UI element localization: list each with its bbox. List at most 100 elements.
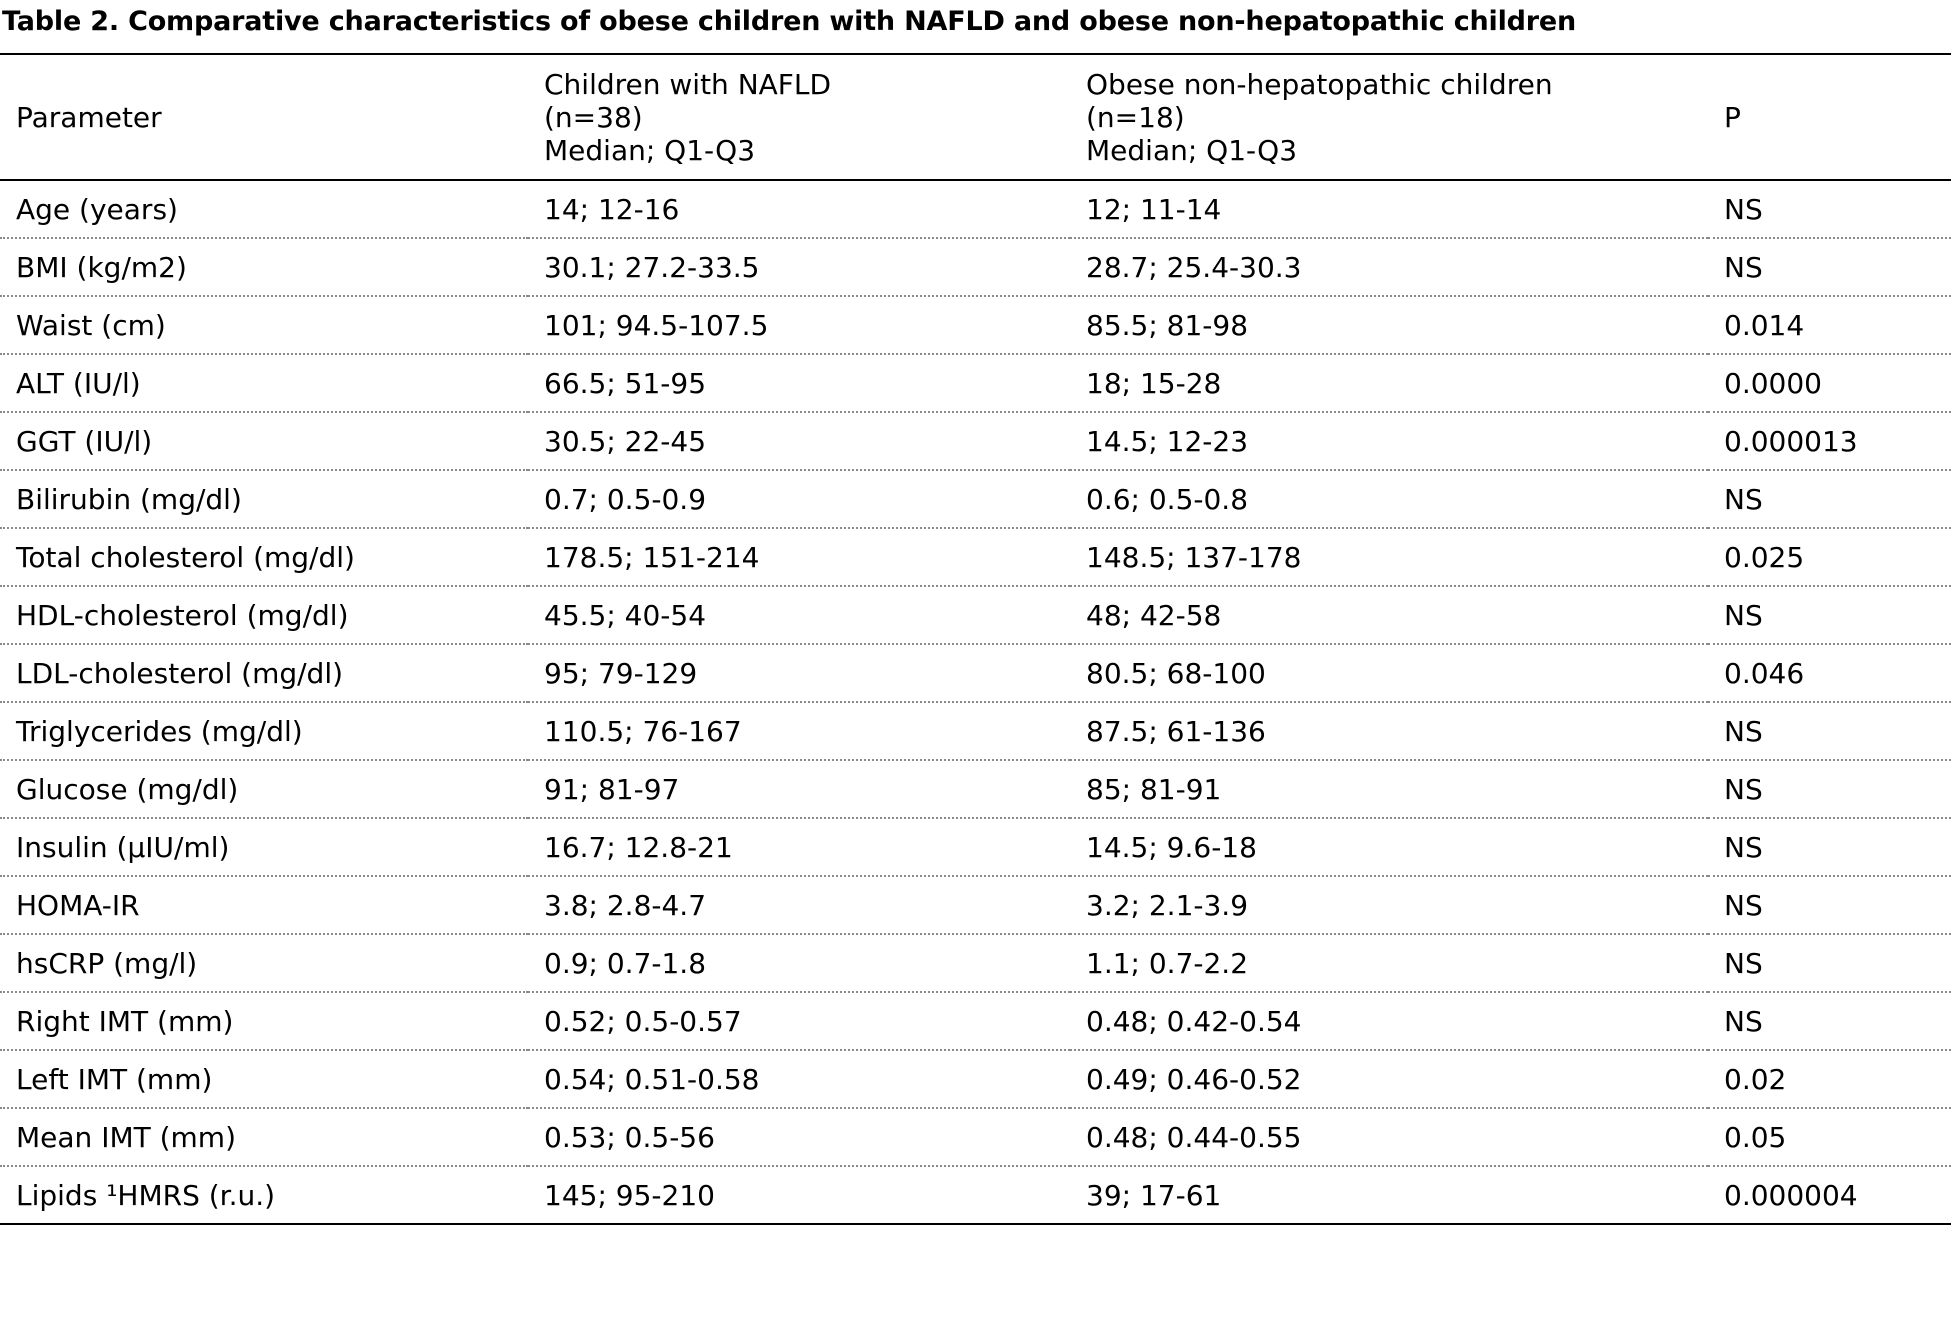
cell-nafld: 30.1; 27.2-33.5 xyxy=(528,238,1070,297)
cell-parameter: BMI (kg/m2) xyxy=(0,238,528,297)
table-row: ALT (IU/l) 66.5; 51-95 18; 15-28 0.0000 xyxy=(0,354,1951,413)
cell-p: NS xyxy=(1708,876,1951,935)
cell-obese: 0.6; 0.5-0.8 xyxy=(1070,470,1708,529)
cell-nafld: 0.53; 0.5-56 xyxy=(528,1108,1070,1167)
table-row: hsCRP (mg/l) 0.9; 0.7-1.8 1.1; 0.7-2.2 NS xyxy=(0,934,1951,993)
cell-parameter: Age (years) xyxy=(0,180,528,239)
header-nafld: Children with NAFLD (n=38) Median; Q1-Q3 xyxy=(528,54,1070,181)
cell-obese: 14.5; 9.6-18 xyxy=(1070,818,1708,877)
cell-p: 0.02 xyxy=(1708,1050,1951,1109)
cell-obese: 85.5; 81-98 xyxy=(1070,296,1708,355)
cell-nafld: 178.5; 151-214 xyxy=(528,528,1070,587)
cell-obese: 39; 17-61 xyxy=(1086,1178,1222,1212)
cell-parameter: GGT (IU/l) xyxy=(0,412,528,471)
table-row: GGT (IU/l) 30.5; 22-45 14.5; 12-23 0.000013 xyxy=(0,412,1951,471)
cell-p: NS xyxy=(1708,992,1951,1051)
table-row: Left IMT (mm) 0.54; 0.51-0.58 0.49; 0.46-0… xyxy=(0,1050,1951,1109)
cell-nafld: 91; 81-97 xyxy=(528,760,1070,819)
cell-nafld: 16.7; 12.8-21 xyxy=(528,818,1070,877)
cell-obese: 48; 42-58 xyxy=(1070,586,1708,645)
cell-parameter: Insulin (µIU/ml) xyxy=(0,818,528,877)
header-obese: Obese non-hepatopathic children (n=18) M… xyxy=(1070,54,1708,181)
cell-parameter: Total cholesterol (mg/dl) xyxy=(0,528,528,587)
table-row: LDL-cholesterol (mg/dl) 95; 79-129 80.5; 6… xyxy=(0,644,1951,703)
cell-obese: 28.7; 25.4-30.3 xyxy=(1070,238,1708,297)
table-row: Triglycerides (mg/dl) 110.5; 76-167 87.5; … xyxy=(0,702,1951,761)
cell-obese: 80.5; 68-100 xyxy=(1070,644,1708,703)
cell-parameter: Left IMT (mm) xyxy=(0,1050,528,1109)
cell-p: NS xyxy=(1708,934,1951,993)
header-obese-line: (n=18) xyxy=(1086,100,1185,134)
cell-nafld: 3.8; 2.8-4.7 xyxy=(528,876,1070,935)
cell-parameter: Waist (cm) xyxy=(0,296,528,355)
table-header-row: Parameter Children with NAFLD (n=38) Med… xyxy=(0,54,1951,181)
cell-p: NS xyxy=(1708,586,1951,645)
table-row: BMI (kg/m2) 30.1; 27.2-33.5 28.7; 25.4-30.… xyxy=(0,238,1951,297)
cell-obese: 85; 81-91 xyxy=(1070,760,1708,819)
table-row: HOMA-IR 3.8; 2.8-4.7 3.2; 2.1-3.9 NS xyxy=(0,876,1951,935)
cell-obese: 3.2; 2.1-3.9 xyxy=(1070,876,1708,935)
cell-p: 0.046 xyxy=(1708,644,1951,703)
table-body: Age (years) 14; 12-16 12; 11-14 NS BMI (kg/m… xyxy=(0,180,1951,1224)
cell-p: 0.000013 xyxy=(1708,412,1951,471)
cell-p: 0.025 xyxy=(1708,528,1951,587)
cell-p: NS xyxy=(1708,470,1951,529)
cell-parameter: Triglycerides (mg/dl) xyxy=(0,702,528,761)
header-obese-line: Median; Q1-Q3 xyxy=(1086,133,1298,167)
cell-obese: 0.49; 0.46-0.52 xyxy=(1070,1050,1708,1109)
cell-p: 0.0000 xyxy=(1708,354,1951,413)
cell-parameter: LDL-cholesterol (mg/dl) xyxy=(0,644,528,703)
cell-obese: 12; 11-14 xyxy=(1070,180,1708,239)
cell-nafld: 0.54; 0.51-0.58 xyxy=(528,1050,1070,1109)
table-row: Bilirubin (mg/dl) 0.7; 0.5-0.9 0.6; 0.5-0.… xyxy=(0,470,1951,529)
cell-parameter: Right IMT (mm) xyxy=(0,992,528,1051)
comparison-table: Parameter Children with NAFLD (n=38) Med… xyxy=(0,53,1951,1225)
cell-obese: 0.48; 0.42-0.54 xyxy=(1070,992,1708,1051)
cell-nafld: 101; 94.5-107.5 xyxy=(528,296,1070,355)
cell-obese: 1.1; 0.7-2.2 xyxy=(1070,934,1708,993)
cell-parameter: hsCRP (mg/l) xyxy=(0,934,528,993)
cell-nafld: 14; 12-16 xyxy=(528,180,1070,239)
header-parameter: Parameter xyxy=(0,54,528,181)
cell-p: 0.000004 xyxy=(1724,1178,1858,1212)
cell-parameter: HDL-cholesterol (mg/dl) xyxy=(0,586,528,645)
cell-parameter: HOMA-IR xyxy=(0,876,528,935)
cell-parameter: ALT (IU/l) xyxy=(0,354,528,413)
cell-p: NS xyxy=(1708,180,1951,239)
table-row: Right IMT (mm) 0.52; 0.5-0.57 0.48; 0.42-0… xyxy=(0,992,1951,1051)
cell-nafld: 0.9; 0.7-1.8 xyxy=(528,934,1070,993)
cell-nafld: 66.5; 51-95 xyxy=(528,354,1070,413)
table-row: Lipids ¹HMRS (r.u.) 145; 95-210 39; 17-61 0… xyxy=(0,1166,1951,1224)
cell-parameter: Mean IMT (mm) xyxy=(0,1108,528,1167)
cell-nafld: 45.5; 40-54 xyxy=(528,586,1070,645)
table-row: Insulin (µIU/ml) 16.7; 12.8-21 14.5; 9.6-1… xyxy=(0,818,1951,877)
table-row: Mean IMT (mm) 0.53; 0.5-56 0.48; 0.44-0.55… xyxy=(0,1108,1951,1167)
cell-p: 0.014 xyxy=(1708,296,1951,355)
cell-obese: 18; 15-28 xyxy=(1070,354,1708,413)
header-nafld-line: Median; Q1-Q3 xyxy=(544,133,756,167)
table-row: Glucose (mg/dl) 91; 81-97 85; 81-91 NS xyxy=(0,760,1951,819)
cell-nafld: 0.52; 0.5-0.57 xyxy=(528,992,1070,1051)
cell-p: NS xyxy=(1708,702,1951,761)
table-row: Age (years) 14; 12-16 12; 11-14 NS xyxy=(0,180,1951,239)
cell-nafld: 110.5; 76-167 xyxy=(528,702,1070,761)
cell-nafld: 95; 79-129 xyxy=(528,644,1070,703)
cell-p: NS xyxy=(1708,760,1951,819)
cell-parameter: Glucose (mg/dl) xyxy=(0,760,528,819)
table-caption: Table 2. Comparative characteristics of … xyxy=(2,6,1577,37)
header-nafld-line: Children with NAFLD xyxy=(544,67,832,101)
cell-obese: 87.5; 61-136 xyxy=(1070,702,1708,761)
header-nafld-line: (n=38) xyxy=(544,100,643,134)
table-row: Total cholesterol (mg/dl) 178.5; 151-214 1… xyxy=(0,528,1951,587)
cell-p: NS xyxy=(1708,238,1951,297)
cell-obese: 0.48; 0.44-0.55 xyxy=(1070,1108,1708,1167)
header-p: P xyxy=(1708,54,1951,181)
cell-obese: 14.5; 12-23 xyxy=(1070,412,1708,471)
cell-p: NS xyxy=(1708,818,1951,877)
cell-nafld: 145; 95-210 xyxy=(544,1178,715,1212)
header-obese-line: Obese non-hepatopathic children xyxy=(1086,67,1553,101)
cell-nafld: 30.5; 22-45 xyxy=(528,412,1070,471)
table-row: Waist (cm) 101; 94.5-107.5 85.5; 81-98 0.01… xyxy=(0,296,1951,355)
table-row: HDL-cholesterol (mg/dl) 45.5; 40-54 48; 42… xyxy=(0,586,1951,645)
